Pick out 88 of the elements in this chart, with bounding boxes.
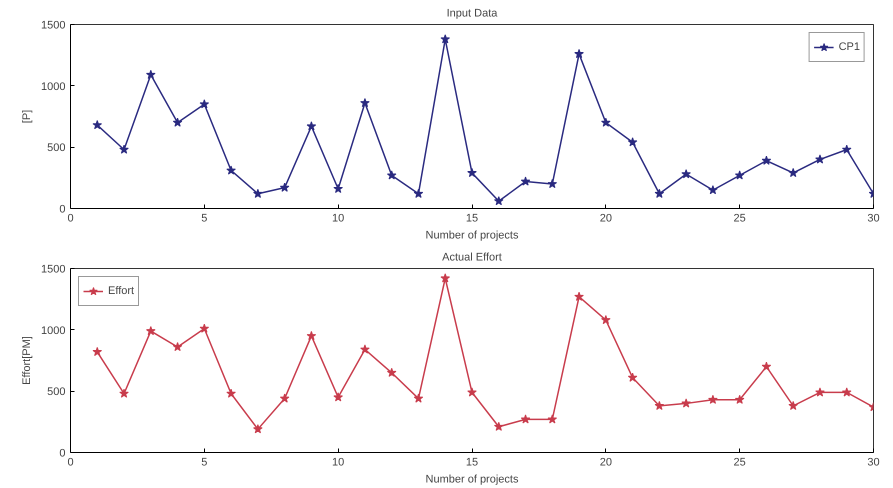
y-tick-label: 1500: [41, 264, 66, 276]
x-tick-label: 20: [600, 456, 612, 468]
point: [360, 344, 370, 354]
point: [172, 118, 182, 127]
point: [146, 70, 156, 79]
point: [628, 137, 638, 146]
point: [467, 387, 477, 397]
x-tick-label: 20: [600, 212, 612, 224]
x-tick-label: 0: [67, 456, 74, 468]
y-axis-title: [P]: [21, 110, 34, 124]
x-tick-label: 15: [466, 212, 478, 224]
point: [734, 170, 744, 180]
point: [333, 392, 343, 402]
point: [708, 185, 718, 194]
point: [494, 196, 504, 206]
point: [520, 176, 530, 186]
point: [333, 184, 343, 194]
x-tick-label: 10: [332, 456, 344, 468]
point: [548, 414, 558, 424]
point: [146, 326, 156, 336]
point: [762, 156, 772, 165]
point: [494, 422, 504, 431]
point: [601, 118, 611, 127]
y-tick-label: 1000: [41, 80, 66, 93]
x-tick-label: 30: [867, 212, 880, 224]
x-tick-label: 5: [201, 212, 208, 224]
point: [414, 394, 424, 403]
x-tick-label: 15: [466, 456, 478, 468]
point: [119, 388, 129, 398]
point: [253, 188, 263, 198]
y-tick-label: 1000: [41, 324, 66, 337]
point: [520, 414, 530, 424]
point: [815, 154, 825, 164]
point: [762, 362, 772, 371]
point: [200, 99, 210, 108]
point: [601, 315, 611, 324]
x-axis-title: Number of projects: [426, 474, 519, 486]
point: [440, 34, 450, 44]
point: [842, 387, 852, 397]
point: [360, 98, 370, 108]
point: [548, 178, 558, 188]
point: [306, 330, 316, 340]
point: [306, 121, 316, 130]
y-tick-label: 500: [47, 142, 66, 154]
legend-label: Effort: [108, 285, 134, 297]
point: [842, 144, 852, 154]
x-tick-label: 25: [734, 456, 746, 468]
point: [386, 368, 396, 377]
point: [92, 120, 102, 130]
point: [119, 144, 129, 154]
point: [815, 387, 825, 397]
x-tick-label: 25: [734, 212, 746, 224]
y-tick-label: 1500: [41, 20, 66, 32]
point: [92, 346, 102, 356]
point: [253, 424, 263, 434]
point: [628, 372, 638, 382]
point: [226, 165, 236, 175]
x-tick-label: 0: [67, 212, 74, 224]
legend-label: CP1: [838, 41, 860, 53]
chart-title: Actual Effort: [442, 252, 502, 264]
y-axis-title: Effort[PM]: [21, 336, 34, 385]
point: [654, 188, 664, 198]
point: [574, 48, 584, 58]
x-tick-label: 10: [332, 212, 344, 224]
point: [172, 342, 182, 352]
point: [226, 388, 236, 398]
point: [788, 400, 798, 410]
point: [574, 292, 584, 301]
point: [788, 168, 798, 178]
y-tick-label: 500: [47, 386, 66, 398]
x-axis-title: Number of projects: [426, 230, 519, 242]
point: [654, 400, 664, 410]
x-tick-label: 30: [867, 456, 880, 468]
point: [280, 394, 290, 403]
point: [440, 273, 450, 282]
y-tick-label: 0: [59, 204, 66, 216]
point: [681, 169, 691, 178]
point: [200, 324, 210, 333]
y-tick-label: 0: [59, 448, 66, 460]
point: [280, 182, 290, 192]
chart-title: Input Data: [446, 8, 498, 20]
point: [414, 188, 424, 198]
point: [467, 168, 477, 178]
point: [708, 394, 718, 404]
point: [681, 398, 691, 408]
x-tick-label: 5: [201, 456, 208, 468]
point: [734, 394, 744, 404]
point: [386, 170, 396, 180]
